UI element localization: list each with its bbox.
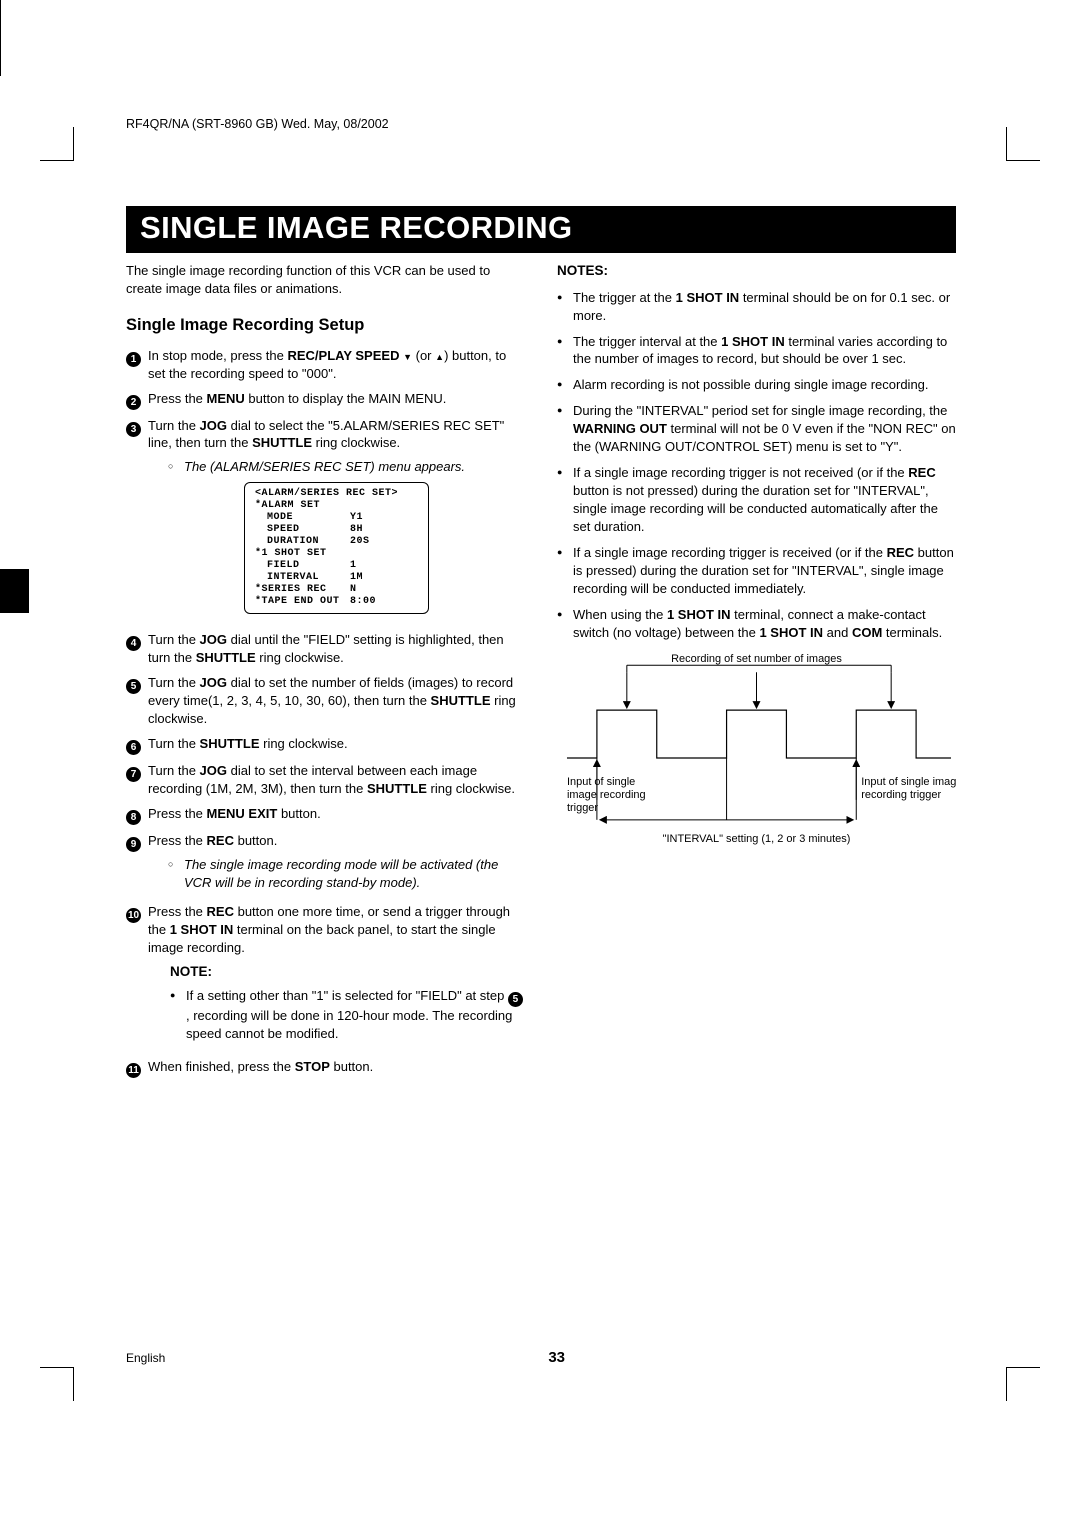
- menu-key: *TAPE END OUT: [255, 596, 350, 608]
- step-num-icon: 11: [126, 1063, 141, 1078]
- note-1: If a setting other than "1" is selected …: [170, 987, 525, 1043]
- setup-heading: Single Image Recording Setup: [126, 314, 525, 337]
- content-columns: The single image recording function of t…: [126, 262, 956, 1085]
- step-num-icon: 10: [126, 908, 141, 923]
- step-7: 7 Turn the JOG dial to set the interval …: [126, 762, 525, 798]
- step-num-icon: 5: [126, 679, 141, 694]
- setup-steps: 1 In stop mode, press the REC/PLAY SPEED…: [126, 347, 525, 1078]
- step-num-icon: 4: [126, 636, 141, 651]
- doc-header: RF4QR/NA (SRT-8960 GB) Wed. May, 08/2002: [126, 117, 389, 131]
- menu-key: MODE: [255, 512, 350, 524]
- menu-key: *ALARM SET: [255, 500, 350, 512]
- notes-list: The trigger at the 1 SHOT IN terminal sh…: [557, 289, 956, 642]
- right-column: NOTES: The trigger at the 1 SHOT IN term…: [557, 262, 956, 1085]
- step-10: 10 Press the REC button one more time, o…: [126, 903, 525, 1051]
- step-6: 6 Turn the SHUTTLE ring clockwise.: [126, 735, 525, 755]
- menu-val: Y1: [350, 512, 363, 524]
- menu-val: 20S: [350, 536, 370, 548]
- note-heading: NOTE:: [170, 963, 525, 982]
- step-10-text: Press the REC button one more time, or s…: [148, 903, 525, 1051]
- left-column: The single image recording function of t…: [126, 262, 525, 1085]
- crop-line-tl-icon: [0, 0, 1, 19]
- note-item: During the "INTERVAL" period set for sin…: [557, 402, 956, 456]
- page-number: 33: [548, 1349, 565, 1366]
- page-title: SINGLE IMAGE RECORDING: [126, 206, 956, 253]
- step-1-text: In stop mode, press the REC/PLAY SPEED ▼…: [148, 347, 525, 383]
- diagram-top-label: Recording of set number of images: [671, 653, 842, 665]
- diagram-interval-caption: "INTERVAL" setting (1, 2 or 3 minutes): [663, 832, 851, 844]
- menu-val: N: [350, 584, 357, 596]
- menu-key: *SERIES REC: [255, 584, 350, 596]
- note-item: The trigger interval at the 1 SHOT IN te…: [557, 333, 956, 369]
- crop-mark-tl-icon: [40, 127, 74, 161]
- menu-screen: <ALARM/SERIES REC SET> *ALARM SET MODEY1…: [244, 482, 429, 614]
- manual-page: RF4QR/NA (SRT-8960 GB) Wed. May, 08/2002…: [0, 0, 1080, 1528]
- menu-key: SPEED: [255, 524, 350, 536]
- step-num-icon: 2: [126, 395, 141, 410]
- menu-val: 8:00: [350, 596, 376, 608]
- step-4: 4 Turn the JOG dial until the "FIELD" se…: [126, 631, 525, 667]
- menu-key: *1 SHOT SET: [255, 548, 350, 560]
- step-ref-icon: 5: [508, 992, 523, 1007]
- note-item: Alarm recording is not possible during s…: [557, 376, 956, 394]
- step-3-text: Turn the JOG dial to select the "5.ALARM…: [148, 417, 525, 625]
- step-num-icon: 6: [126, 740, 141, 755]
- step-3-sub: The (ALARM/SERIES REC SET) menu appears.: [184, 458, 465, 476]
- step-5-text: Turn the JOG dial to set the number of f…: [148, 674, 525, 728]
- page-footer: English 33 X: [126, 1349, 956, 1366]
- intro-text: The single image recording function of t…: [126, 262, 525, 298]
- step-num-icon: 3: [126, 422, 141, 437]
- step-11: 11 When finished, press the STOP button.: [126, 1058, 525, 1078]
- step-8-text: Press the MENU EXIT button.: [148, 805, 525, 825]
- crop-mark-br-icon: [1006, 1367, 1040, 1401]
- step-num-icon: 9: [126, 837, 141, 852]
- step-9-sub: The single image recording mode will be …: [184, 856, 525, 892]
- step-num-icon: 1: [126, 352, 141, 367]
- step-4-text: Turn the JOG dial until the "FIELD" sett…: [148, 631, 525, 667]
- crop-line-tr-icon: [0, 19, 1, 38]
- notes-heading: NOTES:: [557, 262, 956, 281]
- menu-val: 1: [350, 560, 357, 572]
- step-1: 1 In stop mode, press the REC/PLAY SPEED…: [126, 347, 525, 383]
- menu-title: <ALARM/SERIES REC SET>: [255, 488, 418, 500]
- step-8: 8 Press the MENU EXIT button.: [126, 805, 525, 825]
- menu-val: 8H: [350, 524, 363, 536]
- step-7-text: Turn the JOG dial to set the interval be…: [148, 762, 525, 798]
- step-2-text: Press the MENU button to display the MAI…: [148, 390, 525, 410]
- diagram-right-caption: Input of single image recording trigger: [861, 775, 956, 800]
- crop-line-br-icon: [0, 57, 1, 76]
- menu-key: DURATION: [255, 536, 350, 548]
- menu-val: 1M: [350, 572, 363, 584]
- menu-key: FIELD: [255, 560, 350, 572]
- step-2: 2 Press the MENU button to display the M…: [126, 390, 525, 410]
- footer-language: English: [126, 1351, 165, 1365]
- step-num-icon: 8: [126, 810, 141, 825]
- note-item: If a single image recording trigger is r…: [557, 544, 956, 598]
- crop-line-bl-icon: [0, 38, 1, 57]
- step-9-text: Press the REC button. The single image r…: [148, 832, 525, 896]
- up-icon: ▲: [435, 351, 444, 363]
- step-num-icon: 7: [126, 767, 141, 782]
- note-item: If a single image recording trigger is n…: [557, 464, 956, 536]
- diagram-left-caption: Input of single image recording trigger: [567, 775, 649, 813]
- down-icon: ▼: [403, 351, 412, 363]
- step-5: 5 Turn the JOG dial to set the number of…: [126, 674, 525, 728]
- note-item: The trigger at the 1 SHOT IN terminal sh…: [557, 289, 956, 325]
- step-6-text: Turn the SHUTTLE ring clockwise.: [148, 735, 525, 755]
- crop-mark-bl-icon: [40, 1367, 74, 1401]
- step-3: 3 Turn the JOG dial to select the "5.ALA…: [126, 417, 525, 625]
- step-11-text: When finished, press the STOP button.: [148, 1058, 525, 1078]
- crop-mark-tr-icon: [1006, 127, 1040, 161]
- timing-diagram-svg: Recording of set number of images: [557, 650, 956, 850]
- note-item: When using the 1 SHOT IN terminal, conne…: [557, 606, 956, 642]
- step-9: 9 Press the REC button. The single image…: [126, 832, 525, 896]
- timing-diagram: Recording of set number of images: [557, 650, 956, 850]
- menu-key: INTERVAL: [255, 572, 350, 584]
- section-tab-icon: [0, 569, 29, 613]
